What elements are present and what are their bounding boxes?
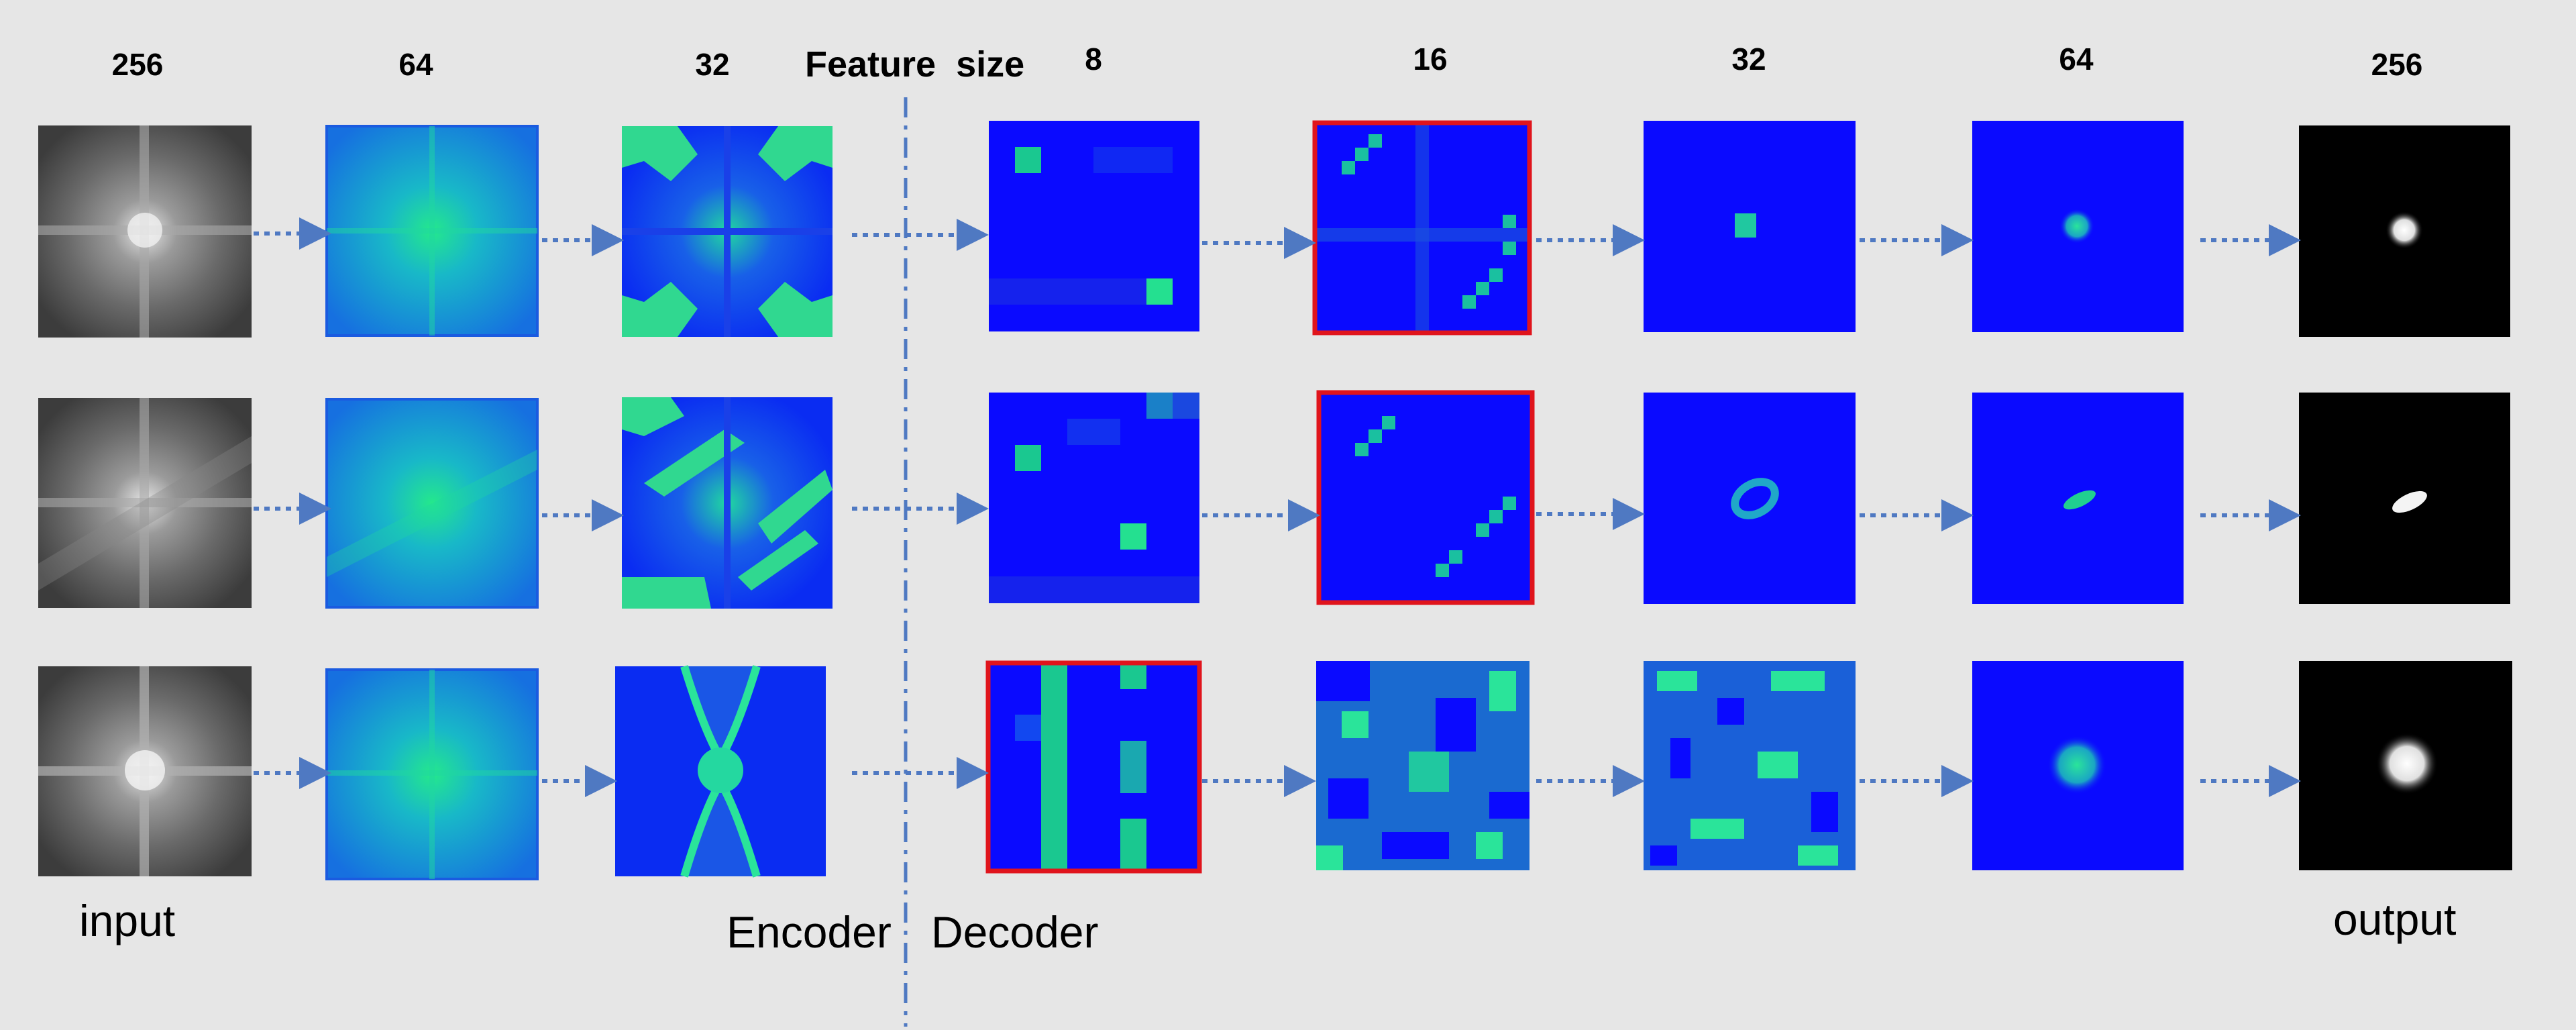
decoder-16-feature-map — [1316, 390, 1535, 605]
highlight-frame — [1316, 390, 1535, 605]
flow-arrows — [254, 217, 2301, 797]
output-image — [2299, 661, 2512, 870]
decoder-16-feature-map — [1312, 120, 1532, 336]
size-label-encoder-64: 64 — [398, 47, 433, 82]
size-label-encoder-32: 32 — [695, 47, 729, 82]
row-1 — [38, 120, 2510, 338]
decoder-32-feature-map — [1644, 393, 1856, 604]
size-label-feature-8: 8 — [1085, 42, 1102, 76]
encoder-32-feature-map — [622, 397, 833, 609]
input-label: input — [79, 896, 175, 945]
feature-size-labels: 256 64 32 Feature size 8 16 32 64 256 — [112, 42, 2423, 85]
encoder-32-feature-map — [615, 665, 826, 878]
input-spectrum-image — [38, 398, 252, 608]
size-label-input: 256 — [112, 47, 164, 82]
input-spectrum-image — [38, 125, 252, 338]
bottleneck-8-feature-map — [989, 121, 1199, 331]
row-3 — [38, 660, 2512, 880]
encoder-64-feature-map — [325, 398, 539, 609]
encoder-label: Encoder — [727, 907, 892, 957]
output-image — [2299, 393, 2510, 604]
encoder-64-feature-map — [325, 668, 539, 880]
output-label: output — [2333, 894, 2457, 944]
decoder-32-feature-map — [1644, 121, 1856, 332]
size-label-output: 256 — [2371, 47, 2423, 82]
size-label-decoder-64: 64 — [2059, 42, 2094, 76]
size-label-decoder-16: 16 — [1413, 42, 1447, 76]
row-2 — [38, 390, 2510, 609]
bottleneck-8-feature-map — [989, 393, 1199, 603]
encoder-32-feature-map — [622, 126, 833, 337]
size-label-decoder-32: 32 — [1731, 42, 1766, 76]
decoder-64-feature-map — [1972, 393, 2184, 604]
decoder-64-feature-map — [1972, 121, 2184, 332]
output-image — [2299, 125, 2510, 337]
encoder-64-feature-map — [325, 125, 539, 337]
decoder-32-feature-map — [1644, 661, 1856, 870]
decoder-64-feature-map — [1972, 661, 2184, 870]
decoder-16-feature-map — [1316, 661, 1529, 870]
bottleneck-8-feature-map — [985, 660, 1202, 874]
decoder-label: Decoder — [931, 907, 1098, 957]
input-spectrum-image — [38, 666, 252, 876]
feature-size-title: Feature size — [805, 44, 1024, 85]
